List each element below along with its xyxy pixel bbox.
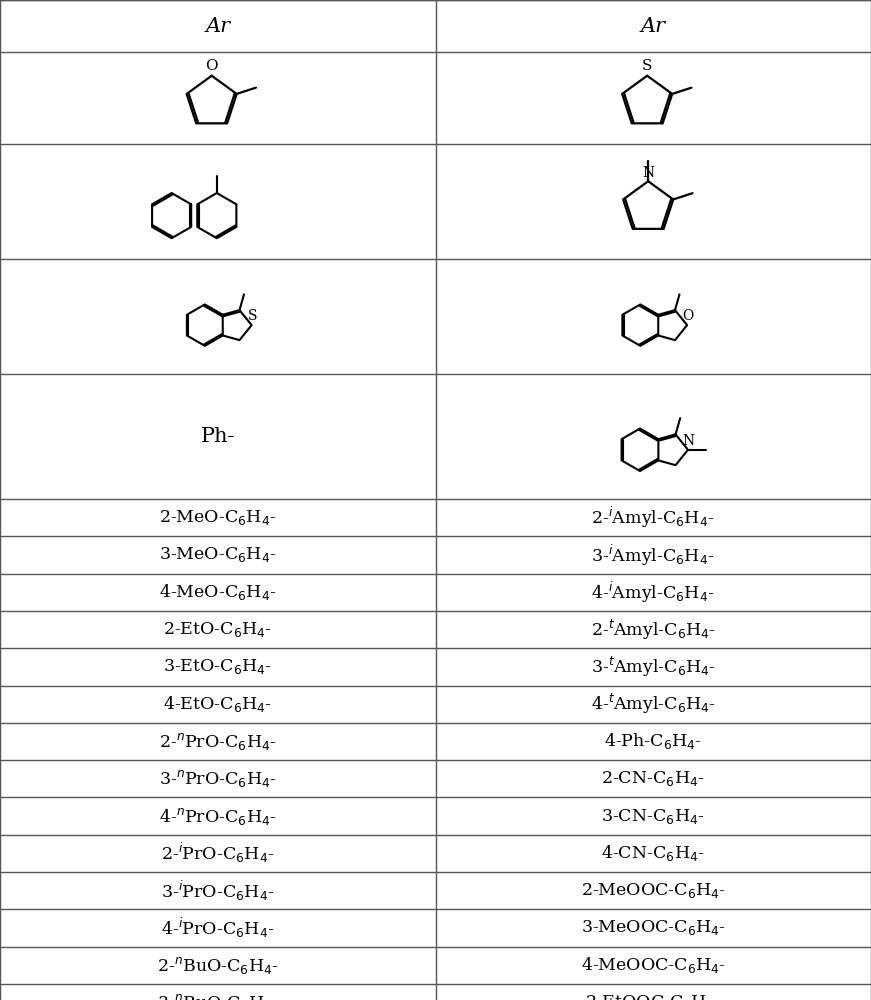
Text: 2-EtOOC-C$_6$H$_4$-: 2-EtOOC-C$_6$H$_4$- [585, 993, 721, 1000]
Text: 3-EtO-C$_6$H$_4$-: 3-EtO-C$_6$H$_4$- [163, 657, 273, 676]
Text: 4-Ph-C$_6$H$_4$-: 4-Ph-C$_6$H$_4$- [604, 731, 702, 751]
Text: 4-$^t$Amyl-C$_6$H$_4$-: 4-$^t$Amyl-C$_6$H$_4$- [591, 692, 716, 716]
Text: 3-$^i$Amyl-C$_6$H$_4$-: 3-$^i$Amyl-C$_6$H$_4$- [591, 542, 715, 568]
Text: 2-MeO-C$_6$H$_4$-: 2-MeO-C$_6$H$_4$- [159, 508, 276, 527]
Text: N: N [642, 166, 654, 180]
Text: 2-$^n$PrO-C$_6$H$_4$-: 2-$^n$PrO-C$_6$H$_4$- [159, 731, 277, 752]
Text: 3-$^i$PrO-C$_6$H$_4$-: 3-$^i$PrO-C$_6$H$_4$- [161, 879, 274, 903]
Text: 3-$^n$PrO-C$_6$H$_4$-: 3-$^n$PrO-C$_6$H$_4$- [159, 768, 277, 789]
Text: 4-$^n$PrO-C$_6$H$_4$-: 4-$^n$PrO-C$_6$H$_4$- [159, 806, 277, 827]
Text: 4-MeO-C$_6$H$_4$-: 4-MeO-C$_6$H$_4$- [159, 582, 276, 602]
Text: 2-EtO-C$_6$H$_4$-: 2-EtO-C$_6$H$_4$- [163, 620, 273, 639]
Text: 2-MeOOC-C$_6$H$_4$-: 2-MeOOC-C$_6$H$_4$- [581, 881, 726, 900]
Text: Ph-: Ph- [200, 427, 235, 446]
Text: 3-$^t$Amyl-C$_6$H$_4$-: 3-$^t$Amyl-C$_6$H$_4$- [591, 655, 716, 679]
Text: S: S [642, 59, 652, 73]
Text: 3-CN-C$_6$H$_4$-: 3-CN-C$_6$H$_4$- [601, 807, 706, 826]
Text: N: N [683, 434, 695, 448]
Text: 4-$^i$Amyl-C$_6$H$_4$-: 4-$^i$Amyl-C$_6$H$_4$- [591, 580, 715, 605]
Text: Ar: Ar [206, 16, 230, 35]
Text: 4-CN-C$_6$H$_4$-: 4-CN-C$_6$H$_4$- [601, 843, 706, 863]
Text: 2-$^i$PrO-C$_6$H$_4$-: 2-$^i$PrO-C$_6$H$_4$- [161, 841, 274, 865]
Text: 2-$^t$Amyl-C$_6$H$_4$-: 2-$^t$Amyl-C$_6$H$_4$- [591, 617, 716, 642]
Text: Ar: Ar [641, 16, 665, 35]
Text: 4-EtO-C$_6$H$_4$-: 4-EtO-C$_6$H$_4$- [163, 694, 273, 714]
Text: O: O [206, 59, 218, 73]
Text: 3-MeOOC-C$_6$H$_4$-: 3-MeOOC-C$_6$H$_4$- [581, 918, 726, 937]
Text: O: O [682, 309, 693, 323]
Text: 3-MeO-C$_6$H$_4$-: 3-MeO-C$_6$H$_4$- [159, 545, 276, 564]
Text: 4-$^i$PrO-C$_6$H$_4$-: 4-$^i$PrO-C$_6$H$_4$- [161, 916, 274, 940]
Text: 2-$^n$BuO-C$_6$H$_4$-: 2-$^n$BuO-C$_6$H$_4$- [157, 955, 279, 976]
Text: S: S [247, 309, 257, 323]
Text: 2-$^i$Amyl-C$_6$H$_4$-: 2-$^i$Amyl-C$_6$H$_4$- [591, 505, 715, 530]
Text: 4-MeOOC-C$_6$H$_4$-: 4-MeOOC-C$_6$H$_4$- [581, 955, 726, 975]
Text: 2-CN-C$_6$H$_4$-: 2-CN-C$_6$H$_4$- [601, 769, 706, 788]
Text: 3-$^n$BuO-C$_6$H$_4$-: 3-$^n$BuO-C$_6$H$_4$- [157, 992, 279, 1000]
